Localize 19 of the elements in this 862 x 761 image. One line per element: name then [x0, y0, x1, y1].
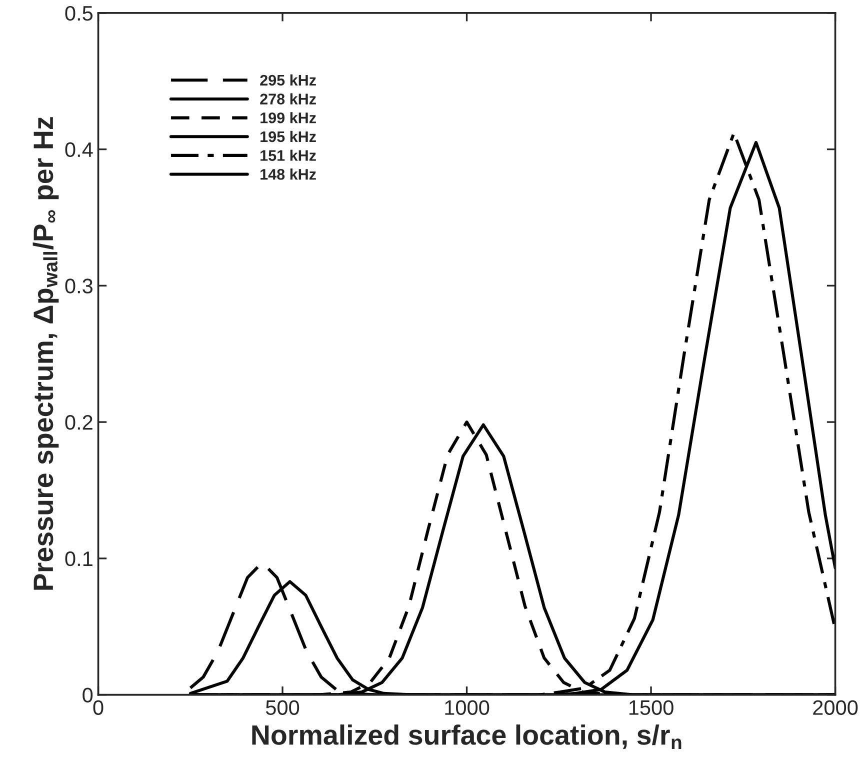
x-tick-label: 1000 [445, 700, 490, 715]
y-tick-label: 0.2 [65, 415, 92, 430]
y-tick-label: 0.4 [65, 142, 93, 158]
legend-label: 278 kHz [260, 93, 316, 104]
legend-label: 199 kHz [260, 112, 316, 124]
y-tick-label: 0.1 [65, 551, 92, 566]
legend-label: 151 kHz [260, 150, 316, 161]
y-tick-label: 0.5 [65, 6, 93, 21]
x-axis-title: Normalized surface location, s/r$_{n}$ [252, 724, 682, 750]
legend-label: 195 kHz [260, 130, 316, 142]
x-tick-label: 500 [266, 700, 300, 715]
x-tick-label: 2000 [813, 700, 858, 715]
legend-label: 148 kHz [260, 168, 316, 180]
x-tick-label: 1500 [629, 700, 674, 715]
y-tick-label: 0 [82, 688, 93, 703]
legend-label: 295 kHz [260, 74, 316, 86]
y-tick-label: 0.3 [65, 278, 92, 294]
y-axis-title: Pressure spectrum, Δp$_{wall}$/P$_{∞}$ per Hz [32, 117, 59, 590]
x-tick-label: 0 [93, 700, 104, 715]
